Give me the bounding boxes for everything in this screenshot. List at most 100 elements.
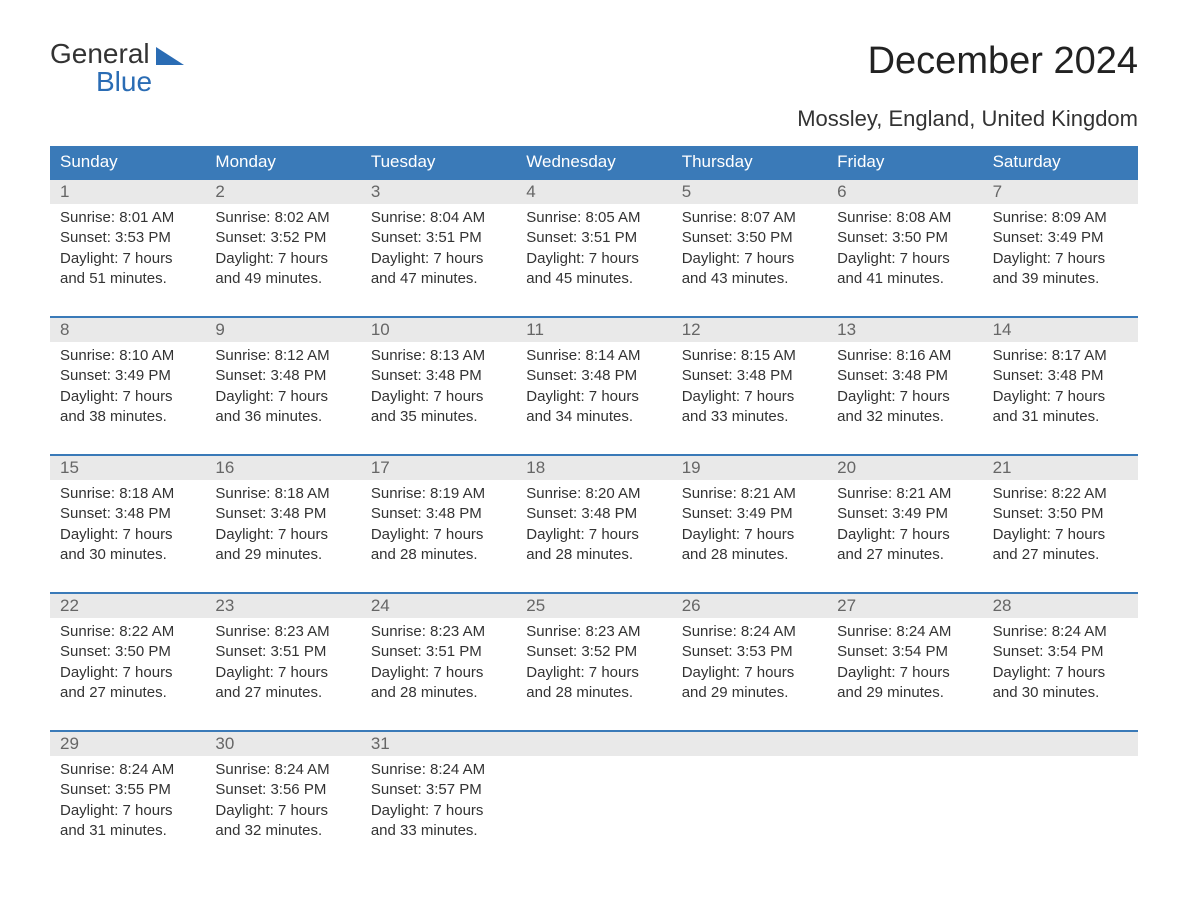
day-number: 13 <box>827 318 982 342</box>
sunset-text: Sunset: 3:51 PM <box>526 228 661 248</box>
day-number <box>827 732 982 756</box>
day-number: 18 <box>516 456 671 480</box>
day-content-row: Sunrise: 8:01 AMSunset: 3:53 PMDaylight:… <box>50 204 1138 300</box>
day-cell: Sunrise: 8:20 AMSunset: 3:48 PMDaylight:… <box>516 480 671 576</box>
day-cell: Sunrise: 8:12 AMSunset: 3:48 PMDaylight:… <box>205 342 360 438</box>
sunset-text: Sunset: 3:53 PM <box>682 642 817 662</box>
day-cell: Sunrise: 8:18 AMSunset: 3:48 PMDaylight:… <box>205 480 360 576</box>
sunset-text: Sunset: 3:50 PM <box>682 228 817 248</box>
day-cell: Sunrise: 8:13 AMSunset: 3:48 PMDaylight:… <box>361 342 516 438</box>
day-cell: Sunrise: 8:08 AMSunset: 3:50 PMDaylight:… <box>827 204 982 300</box>
sunrise-text: Sunrise: 8:24 AM <box>60 760 195 780</box>
logo-word-general: General <box>50 40 150 68</box>
sunrise-text: Sunrise: 8:12 AM <box>215 346 350 366</box>
sunset-text: Sunset: 3:57 PM <box>371 780 506 800</box>
day-cell: Sunrise: 8:04 AMSunset: 3:51 PMDaylight:… <box>361 204 516 300</box>
sunrise-text: Sunrise: 8:24 AM <box>371 760 506 780</box>
day-number <box>516 732 671 756</box>
sunset-text: Sunset: 3:48 PM <box>371 504 506 524</box>
sunrise-text: Sunrise: 8:02 AM <box>215 208 350 228</box>
sunset-text: Sunset: 3:56 PM <box>215 780 350 800</box>
week-row: 22232425262728Sunrise: 8:22 AMSunset: 3:… <box>50 592 1138 714</box>
daylight-text: Daylight: 7 hours and 29 minutes. <box>215 525 350 566</box>
sunrise-text: Sunrise: 8:21 AM <box>837 484 972 504</box>
daylight-text: Daylight: 7 hours and 27 minutes. <box>60 663 195 704</box>
day-cell: Sunrise: 8:23 AMSunset: 3:51 PMDaylight:… <box>361 618 516 714</box>
day-cell: Sunrise: 8:18 AMSunset: 3:48 PMDaylight:… <box>50 480 205 576</box>
logo-flag-icon <box>156 47 184 65</box>
day-cell: Sunrise: 8:23 AMSunset: 3:51 PMDaylight:… <box>205 618 360 714</box>
day-number: 25 <box>516 594 671 618</box>
sunset-text: Sunset: 3:49 PM <box>837 504 972 524</box>
day-cell <box>983 756 1138 852</box>
day-number: 26 <box>672 594 827 618</box>
header: General Blue December 2024 <box>50 40 1138 96</box>
location: Mossley, England, United Kingdom <box>50 106 1138 132</box>
daylight-text: Daylight: 7 hours and 32 minutes. <box>837 387 972 428</box>
day-number: 29 <box>50 732 205 756</box>
day-cell: Sunrise: 8:24 AMSunset: 3:55 PMDaylight:… <box>50 756 205 852</box>
sunset-text: Sunset: 3:48 PM <box>60 504 195 524</box>
sunrise-text: Sunrise: 8:23 AM <box>215 622 350 642</box>
day-cell: Sunrise: 8:24 AMSunset: 3:53 PMDaylight:… <box>672 618 827 714</box>
sunset-text: Sunset: 3:50 PM <box>60 642 195 662</box>
day-number: 11 <box>516 318 671 342</box>
day-number: 7 <box>983 180 1138 204</box>
day-cell: Sunrise: 8:15 AMSunset: 3:48 PMDaylight:… <box>672 342 827 438</box>
day-number-row: 22232425262728 <box>50 594 1138 618</box>
daylight-text: Daylight: 7 hours and 35 minutes. <box>371 387 506 428</box>
daylight-text: Daylight: 7 hours and 34 minutes. <box>526 387 661 428</box>
sunset-text: Sunset: 3:54 PM <box>837 642 972 662</box>
sunrise-text: Sunrise: 8:13 AM <box>371 346 506 366</box>
daylight-text: Daylight: 7 hours and 31 minutes. <box>993 387 1128 428</box>
daylight-text: Daylight: 7 hours and 27 minutes. <box>993 525 1128 566</box>
day-cell: Sunrise: 8:19 AMSunset: 3:48 PMDaylight:… <box>361 480 516 576</box>
sunset-text: Sunset: 3:49 PM <box>682 504 817 524</box>
page-title: December 2024 <box>868 40 1138 83</box>
sunrise-text: Sunrise: 8:22 AM <box>993 484 1128 504</box>
day-number: 31 <box>361 732 516 756</box>
day-cell: Sunrise: 8:24 AMSunset: 3:54 PMDaylight:… <box>983 618 1138 714</box>
day-content-row: Sunrise: 8:24 AMSunset: 3:55 PMDaylight:… <box>50 756 1138 852</box>
weekday-header-row: SundayMondayTuesdayWednesdayThursdayFrid… <box>50 146 1138 178</box>
day-cell: Sunrise: 8:22 AMSunset: 3:50 PMDaylight:… <box>983 480 1138 576</box>
daylight-text: Daylight: 7 hours and 33 minutes. <box>371 801 506 842</box>
daylight-text: Daylight: 7 hours and 43 minutes. <box>682 249 817 290</box>
day-number: 3 <box>361 180 516 204</box>
day-number: 20 <box>827 456 982 480</box>
sunset-text: Sunset: 3:50 PM <box>993 504 1128 524</box>
sunrise-text: Sunrise: 8:04 AM <box>371 208 506 228</box>
daylight-text: Daylight: 7 hours and 41 minutes. <box>837 249 972 290</box>
daylight-text: Daylight: 7 hours and 28 minutes. <box>526 525 661 566</box>
day-number <box>672 732 827 756</box>
day-cell: Sunrise: 8:17 AMSunset: 3:48 PMDaylight:… <box>983 342 1138 438</box>
day-cell: Sunrise: 8:23 AMSunset: 3:52 PMDaylight:… <box>516 618 671 714</box>
sunset-text: Sunset: 3:48 PM <box>215 366 350 386</box>
sunset-text: Sunset: 3:53 PM <box>60 228 195 248</box>
day-number: 27 <box>827 594 982 618</box>
day-number: 30 <box>205 732 360 756</box>
day-number-row: 1234567 <box>50 180 1138 204</box>
day-number-row: 293031 <box>50 732 1138 756</box>
sunset-text: Sunset: 3:48 PM <box>526 366 661 386</box>
sunrise-text: Sunrise: 8:22 AM <box>60 622 195 642</box>
sunrise-text: Sunrise: 8:24 AM <box>682 622 817 642</box>
day-number: 15 <box>50 456 205 480</box>
sunset-text: Sunset: 3:48 PM <box>526 504 661 524</box>
day-content-row: Sunrise: 8:18 AMSunset: 3:48 PMDaylight:… <box>50 480 1138 576</box>
daylight-text: Daylight: 7 hours and 36 minutes. <box>215 387 350 428</box>
sunset-text: Sunset: 3:48 PM <box>993 366 1128 386</box>
logo-word-blue: Blue <box>96 68 184 96</box>
daylight-text: Daylight: 7 hours and 39 minutes. <box>993 249 1128 290</box>
calendar: SundayMondayTuesdayWednesdayThursdayFrid… <box>50 146 1138 852</box>
sunrise-text: Sunrise: 8:19 AM <box>371 484 506 504</box>
sunset-text: Sunset: 3:48 PM <box>215 504 350 524</box>
sunset-text: Sunset: 3:48 PM <box>682 366 817 386</box>
sunrise-text: Sunrise: 8:10 AM <box>60 346 195 366</box>
weeks-container: 1234567Sunrise: 8:01 AMSunset: 3:53 PMDa… <box>50 178 1138 852</box>
weekday-header: Monday <box>205 146 360 178</box>
sunrise-text: Sunrise: 8:21 AM <box>682 484 817 504</box>
daylight-text: Daylight: 7 hours and 30 minutes. <box>993 663 1128 704</box>
day-number: 19 <box>672 456 827 480</box>
sunset-text: Sunset: 3:49 PM <box>993 228 1128 248</box>
